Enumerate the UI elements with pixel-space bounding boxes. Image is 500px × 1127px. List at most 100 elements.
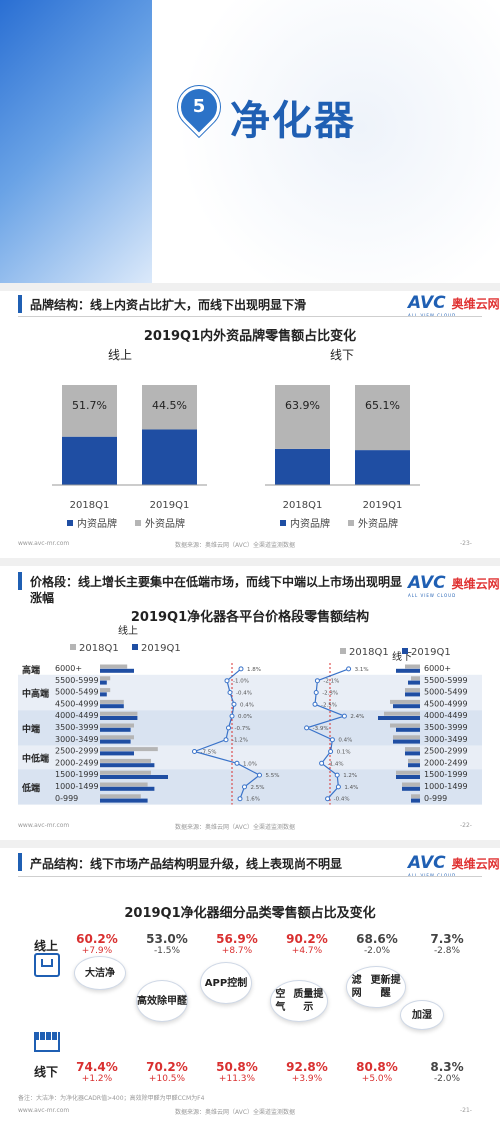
online-share: 56.9%	[216, 932, 258, 946]
online-cell: 90.2% +4.7%	[272, 932, 342, 956]
bar-2018	[100, 664, 128, 669]
bar-2018	[100, 747, 158, 752]
online-change: +4.7%	[291, 946, 323, 956]
hero-title: 净化器	[230, 98, 356, 144]
price-range-label: 3500-3999	[424, 723, 468, 732]
section-title: 品牌结构：线上内资占比扩大，而线下出现明显下滑	[30, 298, 307, 312]
price-range-label: 3000-3499	[424, 735, 468, 744]
change-point	[314, 678, 320, 684]
price-range-label: 0-999	[424, 794, 447, 803]
bar-2019	[100, 680, 107, 685]
online-cell: 68.6% -2.0%	[342, 932, 412, 956]
separator	[0, 558, 500, 566]
online-share: 68.6%	[356, 932, 398, 946]
offline-cell: 80.8% +5.0%	[342, 1060, 412, 1084]
offline-change: -2.0%	[433, 1074, 461, 1084]
bar-2019	[396, 775, 420, 779]
change-label: 1.2%	[343, 773, 357, 779]
offline-cell: 70.2% +10.5%	[132, 1060, 202, 1084]
data-label: 44.5%	[152, 399, 187, 412]
bar-2018	[405, 747, 420, 752]
price-range-label: 1500-1999	[424, 770, 468, 779]
online-share: 53.0%	[146, 932, 188, 946]
change-label: 2.4%	[350, 714, 364, 720]
bar-2018	[100, 676, 111, 681]
footnote: 备注：大洁净：为净化器CADR值>400；高效除甲醛为甲醛CCM为F4	[18, 1095, 205, 1102]
bar-2019	[100, 763, 155, 768]
bar-2019	[100, 704, 124, 709]
change-label: -0.4%	[236, 691, 252, 697]
online-cell: 7.3% -2.8%	[412, 932, 482, 956]
divider	[18, 876, 482, 877]
change-label: 3.1%	[355, 667, 369, 673]
group-label: 中低端	[22, 752, 49, 764]
change-label: 0.1%	[337, 750, 351, 756]
data-label: 63.9%	[285, 399, 320, 412]
change-label: 1.6%	[246, 797, 260, 803]
legend-label: 2019Q1	[141, 643, 181, 654]
bar-2018	[100, 782, 148, 787]
offline-change: +5.0%	[361, 1074, 393, 1084]
offline-cell: 8.3% -2.0%	[412, 1060, 482, 1084]
online-cell: 53.0% -1.5%	[132, 932, 202, 956]
category-ellipse: 大洁净	[74, 956, 126, 990]
legend-swatch	[135, 520, 141, 526]
online-share: 60.2%	[76, 932, 118, 946]
legend-label: 外资品牌	[358, 517, 398, 530]
bar-2019	[100, 668, 134, 673]
hero-gradient-band	[0, 0, 152, 283]
change-point	[231, 701, 237, 707]
bar-foreign	[355, 385, 410, 451]
legend-label: 内资品牌	[77, 517, 117, 530]
price-range-label: 2500-2999	[55, 747, 99, 756]
group-band	[18, 663, 482, 675]
avc-logo: AVC 奥维云网 ALL VIEW CLOUD	[408, 293, 500, 318]
change-label: 1.4%	[344, 785, 358, 791]
bar-2018	[100, 758, 151, 763]
change-label: 5.5%	[266, 773, 280, 779]
price-range-label: 2500-2999	[424, 747, 468, 756]
chart-title: 2019Q1净化器细分品类零售额占比及变化	[124, 906, 376, 921]
legend-swatch	[132, 644, 138, 650]
change-label: -0.4%	[334, 797, 350, 803]
bar-2018	[405, 664, 420, 669]
section-marker	[18, 295, 22, 313]
bar-2019	[408, 763, 420, 768]
bar-2018	[402, 782, 420, 787]
price-range-label: 4500-4999	[55, 699, 99, 708]
data-label: 51.7%	[72, 399, 107, 412]
offline-share: 92.8%	[286, 1060, 328, 1074]
change-label: -0.7%	[235, 726, 251, 732]
legend-label: 2018Q1	[79, 643, 119, 654]
online-values-row: 60.2% +7.9% 53.0% -1.5% 56.9% +8.7% 90.2% +4.7%…	[62, 932, 482, 962]
change-point	[234, 760, 240, 766]
x-tick-label: 2019Q1	[363, 500, 403, 511]
price-range-label: 1500-1999	[55, 770, 99, 779]
section-marker	[18, 853, 22, 871]
change-label: -1.0%	[233, 679, 249, 685]
bar-2018	[411, 676, 420, 681]
change-point	[328, 749, 334, 754]
bar-2019	[405, 751, 420, 756]
legend-swatch	[67, 520, 73, 526]
online-cell: 56.9% +8.7%	[202, 932, 272, 956]
legend-swatch	[70, 644, 76, 650]
offline-change: +11.3%	[218, 1074, 256, 1084]
bar-2019	[100, 727, 131, 732]
price-range-label: 5000-5499	[55, 688, 99, 697]
row-label-online: 线上	[34, 939, 59, 953]
change-point	[325, 796, 331, 802]
price-range-label: 4000-4499	[424, 711, 468, 720]
data-label: 65.1%	[365, 399, 400, 412]
bar-2018	[408, 758, 420, 763]
page-number: -23-	[460, 540, 472, 547]
legend-swatch	[348, 520, 354, 526]
change-point	[335, 784, 341, 790]
bar-2019	[378, 716, 420, 720]
footer-url: www.avc-mr.com	[18, 822, 70, 829]
change-point	[312, 701, 318, 707]
offline-share: 70.2%	[146, 1060, 188, 1074]
online-change: +8.7%	[221, 946, 253, 956]
category-ellipse: 加湿	[400, 1000, 444, 1030]
offline-cell: 74.4% +1.2%	[62, 1060, 132, 1084]
